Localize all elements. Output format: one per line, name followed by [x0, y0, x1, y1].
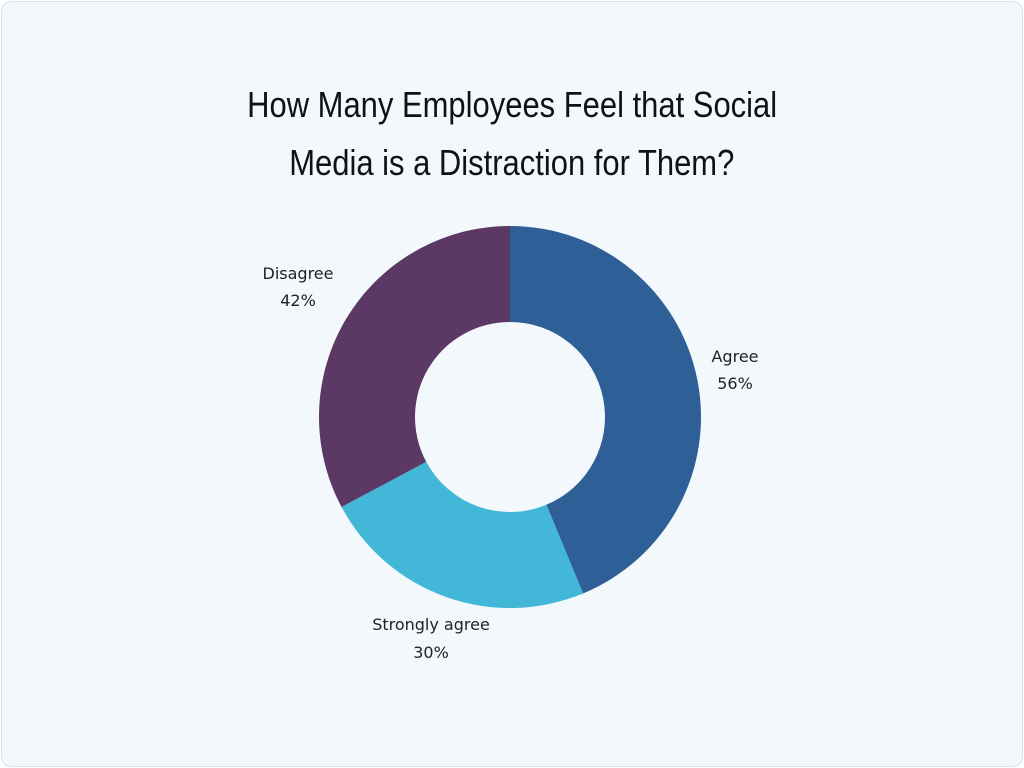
label-strongly-agree-name: Strongly agree [372, 615, 490, 634]
label-disagree-value: 42% [280, 291, 316, 310]
label-agree-value: 56% [717, 374, 753, 393]
slice-label-agree: Agree 56% [711, 347, 758, 393]
title-line-2: Media is a Distraction for Them? [289, 142, 735, 183]
slice-strongly-agree [341, 461, 584, 608]
slice-label-strongly-agree: Strongly agree 30% [372, 615, 490, 662]
title-line-1: How Many Employees Feel that Social [246, 84, 778, 125]
chart-title: How Many Employees Feel that Social Medi… [0, 76, 1024, 192]
label-strongly-agree-value: 30% [413, 643, 449, 662]
slice-agree [510, 226, 702, 594]
label-agree-name: Agree [711, 347, 758, 366]
slice-disagree [319, 226, 510, 508]
slice-label-disagree: Disagree 42% [263, 264, 334, 310]
label-disagree-name: Disagree [263, 264, 334, 283]
